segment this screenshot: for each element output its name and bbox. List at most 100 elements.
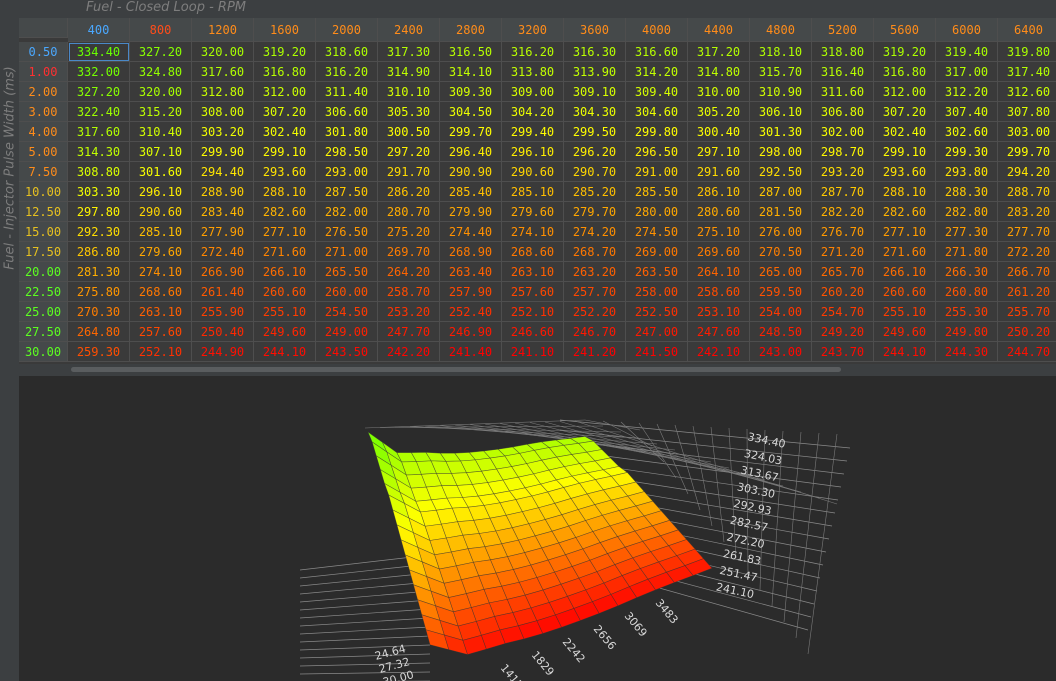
cell[interactable]: 277.10 bbox=[874, 222, 936, 242]
cell[interactable]: 266.90 bbox=[192, 262, 254, 282]
cell[interactable]: 250.20 bbox=[998, 322, 1056, 342]
cell[interactable]: 279.70 bbox=[564, 202, 626, 222]
cell[interactable]: 265.70 bbox=[812, 262, 874, 282]
cell[interactable]: 301.60 bbox=[130, 162, 192, 182]
cell[interactable]: 317.60 bbox=[192, 62, 254, 82]
cell[interactable]: 271.00 bbox=[316, 242, 378, 262]
cell[interactable]: 307.80 bbox=[998, 102, 1056, 122]
row-header[interactable]: 5.00 bbox=[19, 142, 68, 162]
cell[interactable]: 244.10 bbox=[874, 342, 936, 362]
cell[interactable]: 271.60 bbox=[874, 242, 936, 262]
cell[interactable]: 255.90 bbox=[192, 302, 254, 322]
cell[interactable]: 281.50 bbox=[750, 202, 812, 222]
cell[interactable]: 320.00 bbox=[130, 82, 192, 102]
cell[interactable]: 318.80 bbox=[812, 42, 874, 62]
cell[interactable]: 250.40 bbox=[192, 322, 254, 342]
cell[interactable]: 252.40 bbox=[440, 302, 502, 322]
column-header[interactable]: 400 bbox=[68, 18, 130, 42]
cell[interactable]: 302.40 bbox=[254, 122, 316, 142]
cell[interactable]: 269.00 bbox=[626, 242, 688, 262]
column-header[interactable]: 5200 bbox=[812, 18, 874, 42]
cell[interactable]: 314.10 bbox=[440, 62, 502, 82]
row-header[interactable]: 20.00 bbox=[19, 262, 68, 282]
cell[interactable]: 299.70 bbox=[998, 142, 1056, 162]
cell[interactable]: 243.50 bbox=[316, 342, 378, 362]
cell[interactable]: 312.80 bbox=[192, 82, 254, 102]
cell[interactable]: 253.10 bbox=[688, 302, 750, 322]
cell[interactable]: 243.70 bbox=[812, 342, 874, 362]
cell[interactable]: 261.40 bbox=[192, 282, 254, 302]
cell[interactable]: 248.50 bbox=[750, 322, 812, 342]
cell[interactable]: 282.80 bbox=[936, 202, 998, 222]
cell[interactable]: 255.70 bbox=[998, 302, 1056, 322]
cell[interactable]: 280.00 bbox=[626, 202, 688, 222]
cell[interactable]: 263.10 bbox=[130, 302, 192, 322]
cell[interactable]: 275.20 bbox=[378, 222, 440, 242]
cell[interactable]: 299.10 bbox=[254, 142, 316, 162]
cell[interactable]: 296.50 bbox=[626, 142, 688, 162]
column-header[interactable]: 5600 bbox=[874, 18, 936, 42]
cell[interactable]: 315.70 bbox=[750, 62, 812, 82]
cell[interactable]: 316.50 bbox=[440, 42, 502, 62]
cell[interactable]: 263.20 bbox=[564, 262, 626, 282]
row-header[interactable]: 4.00 bbox=[19, 122, 68, 142]
cell[interactable]: 268.70 bbox=[564, 242, 626, 262]
cell[interactable]: 310.00 bbox=[688, 82, 750, 102]
row-header[interactable]: 15.00 bbox=[19, 222, 68, 242]
row-header[interactable]: 25.00 bbox=[19, 302, 68, 322]
cell[interactable]: 277.90 bbox=[192, 222, 254, 242]
cell[interactable]: 244.70 bbox=[998, 342, 1056, 362]
cell[interactable]: 280.60 bbox=[688, 202, 750, 222]
cell[interactable]: 309.00 bbox=[502, 82, 564, 102]
cell[interactable]: 285.10 bbox=[502, 182, 564, 202]
cell[interactable]: 264.80 bbox=[68, 322, 130, 342]
column-header[interactable]: 6000 bbox=[936, 18, 998, 42]
cell[interactable]: 314.80 bbox=[688, 62, 750, 82]
cell[interactable]: 292.50 bbox=[750, 162, 812, 182]
column-header[interactable]: 3200 bbox=[502, 18, 564, 42]
cell[interactable]: 308.00 bbox=[192, 102, 254, 122]
cell[interactable]: 249.60 bbox=[254, 322, 316, 342]
cell[interactable]: 242.10 bbox=[688, 342, 750, 362]
cell[interactable]: 296.20 bbox=[564, 142, 626, 162]
cell[interactable]: 299.10 bbox=[874, 142, 936, 162]
cell[interactable]: 260.60 bbox=[874, 282, 936, 302]
cell[interactable]: 249.60 bbox=[874, 322, 936, 342]
cell[interactable]: 249.80 bbox=[936, 322, 998, 342]
cell[interactable]: 309.10 bbox=[564, 82, 626, 102]
cell[interactable]: 283.20 bbox=[998, 202, 1056, 222]
cell[interactable]: 308.80 bbox=[68, 162, 130, 182]
cell[interactable]: 299.90 bbox=[192, 142, 254, 162]
cell[interactable]: 296.40 bbox=[440, 142, 502, 162]
cell[interactable]: 269.60 bbox=[688, 242, 750, 262]
cell[interactable]: 272.20 bbox=[998, 242, 1056, 262]
cell[interactable]: 287.00 bbox=[750, 182, 812, 202]
cell[interactable]: 266.70 bbox=[998, 262, 1056, 282]
cell[interactable]: 269.70 bbox=[378, 242, 440, 262]
cell[interactable]: 244.30 bbox=[936, 342, 998, 362]
cell[interactable]: 274.20 bbox=[564, 222, 626, 242]
cell[interactable]: 293.60 bbox=[254, 162, 316, 182]
cell[interactable]: 264.20 bbox=[378, 262, 440, 282]
cell[interactable]: 316.60 bbox=[626, 42, 688, 62]
cell[interactable]: 314.20 bbox=[626, 62, 688, 82]
cell[interactable]: 297.80 bbox=[68, 202, 130, 222]
cell[interactable]: 266.30 bbox=[936, 262, 998, 282]
cell[interactable]: 276.00 bbox=[750, 222, 812, 242]
cell[interactable]: 246.60 bbox=[502, 322, 564, 342]
cell[interactable]: 252.20 bbox=[564, 302, 626, 322]
cell[interactable]: 275.10 bbox=[688, 222, 750, 242]
cell[interactable]: 310.40 bbox=[130, 122, 192, 142]
cell[interactable]: 258.00 bbox=[626, 282, 688, 302]
cell[interactable]: 275.80 bbox=[68, 282, 130, 302]
cell[interactable]: 274.40 bbox=[440, 222, 502, 242]
cell[interactable]: 318.60 bbox=[316, 42, 378, 62]
cell[interactable]: 298.00 bbox=[750, 142, 812, 162]
cell[interactable]: 288.70 bbox=[998, 182, 1056, 202]
cell[interactable]: 303.30 bbox=[68, 182, 130, 202]
cell[interactable]: 327.20 bbox=[130, 42, 192, 62]
row-header[interactable]: 17.50 bbox=[19, 242, 68, 262]
cell[interactable]: 319.40 bbox=[936, 42, 998, 62]
cell[interactable]: 311.60 bbox=[812, 82, 874, 102]
cell[interactable]: 277.10 bbox=[254, 222, 316, 242]
